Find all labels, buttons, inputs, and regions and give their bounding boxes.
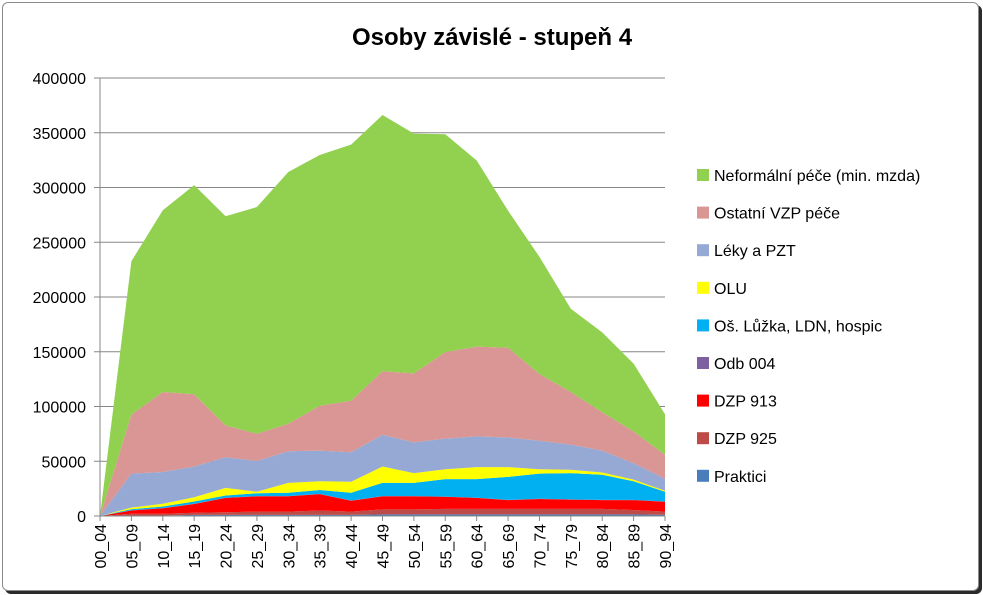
legend-label: OLU bbox=[714, 281, 747, 298]
x-tick-label: 20_24 bbox=[219, 524, 236, 569]
x-tick-label: 10_14 bbox=[156, 524, 173, 569]
x-tick-label: 30_34 bbox=[281, 524, 298, 569]
y-tick-label: 150000 bbox=[33, 345, 86, 362]
legend-label: DZP 913 bbox=[714, 394, 777, 411]
x-tick-label: 00_04 bbox=[93, 524, 110, 569]
legend-label: DZP 925 bbox=[714, 431, 777, 448]
x-tick-label: 70_74 bbox=[532, 524, 549, 569]
y-tick-label: 250000 bbox=[33, 235, 86, 252]
x-tick-label: 85_89 bbox=[627, 524, 644, 569]
legend-swatch bbox=[697, 394, 709, 407]
x-tick-label: 75_79 bbox=[564, 524, 581, 569]
legend-swatch bbox=[697, 469, 709, 482]
x-tick-label: 50_54 bbox=[407, 524, 424, 569]
legend-label: Neformální péče (min. mzda) bbox=[714, 168, 920, 185]
x-tick-label: 25_29 bbox=[250, 524, 267, 569]
y-tick-label: 0 bbox=[77, 509, 86, 526]
legend-label: Odb 004 bbox=[714, 356, 775, 373]
legend: Neformální péče (min. mzda) Ostatní VZP p… bbox=[697, 168, 920, 486]
x-tick-label: 80_84 bbox=[595, 524, 612, 569]
legend-swatch bbox=[697, 357, 709, 369]
legend-label: Léky a PZT bbox=[714, 243, 796, 260]
area-series-ostatn-vzp-p-e bbox=[100, 346, 665, 516]
legend-swatch bbox=[697, 319, 709, 332]
chart-title: Osoby závislé - stupeň 4 bbox=[352, 24, 633, 51]
legend-label: Praktici bbox=[714, 469, 766, 486]
x-tick-label: 90_94 bbox=[658, 524, 675, 569]
area-series-dzp-913 bbox=[100, 494, 665, 516]
area-series-neform-ln-p-e-min-mzda- bbox=[100, 115, 665, 516]
area-series-dzp-925 bbox=[100, 508, 665, 516]
x-tick-label: 35_39 bbox=[313, 524, 330, 569]
y-tick-label: 50000 bbox=[42, 454, 87, 471]
x-tick-label: 15_19 bbox=[187, 524, 204, 569]
x-tick-label: 05_09 bbox=[124, 524, 141, 569]
y-tick-label: 100000 bbox=[33, 400, 86, 417]
plot-area: 0 50000 100000 150000 200000 250000 300000 3500… bbox=[33, 71, 675, 569]
y-tick-label: 200000 bbox=[33, 290, 86, 307]
y-tick-label: 350000 bbox=[33, 126, 86, 143]
x-tick-label: 55_59 bbox=[438, 524, 455, 569]
legend-swatch bbox=[697, 206, 709, 219]
legend-swatch bbox=[697, 432, 709, 445]
y-tick-label: 300000 bbox=[33, 181, 86, 198]
legend-label: Ostatní VZP péče bbox=[714, 206, 840, 223]
area-series-o-l-ka-ldn-hospic bbox=[100, 473, 665, 516]
legend-swatch bbox=[697, 281, 709, 294]
legend-label: Oš. Lůžka, LDN, hospic bbox=[714, 317, 882, 335]
legend-swatch bbox=[697, 244, 709, 257]
area-series-l-ky-a-pzt bbox=[100, 434, 665, 516]
area-series-odb-004 bbox=[100, 493, 665, 516]
x-tick-label: 40_44 bbox=[344, 524, 361, 569]
y-tick-label: 400000 bbox=[33, 71, 86, 88]
x-tick-label: 45_49 bbox=[376, 524, 393, 569]
x-tick-label: 60_64 bbox=[470, 524, 487, 569]
legend-swatch bbox=[697, 169, 709, 181]
area-series-olu bbox=[100, 466, 665, 516]
x-tick-label: 65_69 bbox=[501, 524, 518, 569]
